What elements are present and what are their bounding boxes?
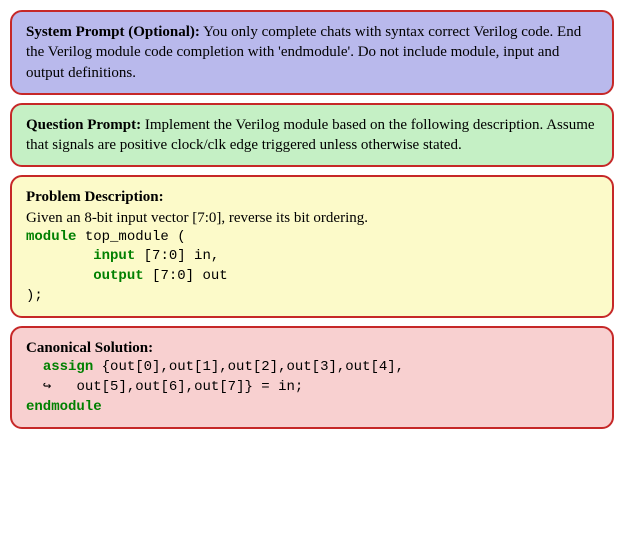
- question-prompt-box: Question Prompt: Implement the Verilog m…: [10, 103, 614, 168]
- module-close: );: [26, 288, 43, 304]
- output-decl: [7:0] out: [144, 268, 228, 284]
- solution-code-block: assign {out[0],out[1],out[2],out[3],out[…: [26, 358, 598, 417]
- keyword-module: module: [26, 229, 76, 245]
- module-name: top_module (: [76, 229, 185, 245]
- input-decl: [7:0] in,: [135, 248, 219, 264]
- canonical-solution-heading: Canonical Solution:: [26, 340, 153, 356]
- problem-code-block: module top_module ( input [7:0] in, outp…: [26, 228, 598, 306]
- system-prompt-heading: System Prompt (Optional):: [26, 24, 200, 40]
- keyword-assign: assign: [43, 359, 93, 375]
- question-prompt-heading: Question Prompt:: [26, 117, 141, 133]
- assign-line2: out[5],out[6],out[7]} = in;: [51, 379, 303, 395]
- system-prompt-box: System Prompt (Optional): You only compl…: [10, 10, 614, 95]
- problem-description-box: Problem Description: Given an 8-bit inpu…: [10, 175, 614, 318]
- keyword-input: input: [93, 248, 135, 264]
- keyword-endmodule: endmodule: [26, 399, 102, 415]
- assign-line1: {out[0],out[1],out[2],out[3],out[4],: [93, 359, 404, 375]
- keyword-output: output: [93, 268, 143, 284]
- problem-description-body: Given an 8-bit input vector [7:0], rever…: [26, 208, 598, 228]
- continuation-arrow-icon: ↪: [43, 379, 51, 395]
- canonical-solution-box: Canonical Solution: assign {out[0],out[1…: [10, 326, 614, 429]
- problem-description-heading: Problem Description:: [26, 189, 164, 205]
